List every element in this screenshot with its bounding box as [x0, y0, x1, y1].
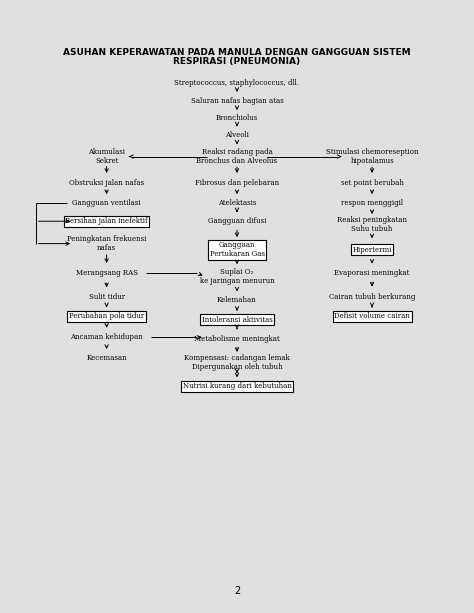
- Text: Fibrosus dan pelebaran: Fibrosus dan pelebaran: [195, 179, 279, 187]
- Text: Streptococcus, staphylococcus, dll.: Streptococcus, staphylococcus, dll.: [174, 79, 300, 87]
- Text: Defisit volume cairan: Defisit volume cairan: [334, 312, 410, 320]
- Text: Kompensasi: cadangan lemak
Dipergunakan oleh tubuh: Kompensasi: cadangan lemak Dipergunakan …: [184, 354, 290, 371]
- Text: Metabolisme meningkat: Metabolisme meningkat: [194, 335, 280, 343]
- Text: Nutrisi kurang dari kebutuhan: Nutrisi kurang dari kebutuhan: [182, 383, 292, 390]
- Text: Bersihan jalan inefektif: Bersihan jalan inefektif: [65, 217, 148, 225]
- Text: Kelemahan: Kelemahan: [217, 297, 257, 305]
- Text: Cairan tubuh berkurang: Cairan tubuh berkurang: [329, 293, 415, 301]
- Text: Gangguan
Pertukaran Gas: Gangguan Pertukaran Gas: [210, 241, 264, 258]
- Text: Kecemasan: Kecemasan: [86, 354, 127, 362]
- Text: Akumulasi
Sekret: Akumulasi Sekret: [88, 148, 125, 165]
- Text: Bronchiolus: Bronchiolus: [216, 114, 258, 122]
- Text: Gangguan difusi: Gangguan difusi: [208, 217, 266, 225]
- Text: Intoleransi aktivitas: Intoleransi aktivitas: [201, 316, 273, 324]
- Text: Evaporasi meningkat: Evaporasi meningkat: [334, 269, 410, 277]
- Text: Saluran nafas bagian atas: Saluran nafas bagian atas: [191, 97, 283, 105]
- Text: Hipertermi: Hipertermi: [352, 246, 392, 254]
- Text: respon menggigil: respon menggigil: [341, 199, 403, 207]
- Text: Sulit tidur: Sulit tidur: [89, 293, 125, 301]
- Text: Perubahan pola tidur: Perubahan pola tidur: [69, 312, 144, 320]
- Text: 2: 2: [234, 585, 240, 596]
- Text: Atelektasis: Atelektasis: [218, 199, 256, 207]
- Text: Gangguan ventilasi: Gangguan ventilasi: [73, 199, 141, 207]
- Text: Alveoli: Alveoli: [225, 131, 249, 139]
- Text: Peningkatan frekuensi
nafas: Peningkatan frekuensi nafas: [67, 235, 146, 252]
- Text: RESPIRASI (PNEUMONIA): RESPIRASI (PNEUMONIA): [173, 57, 301, 66]
- Text: Merangsang RAS: Merangsang RAS: [76, 269, 137, 277]
- Text: Stimulasi chemoreseption
hipotalamus: Stimulasi chemoreseption hipotalamus: [326, 148, 418, 165]
- Text: Obstruksi jalan nafas: Obstruksi jalan nafas: [69, 179, 144, 187]
- Text: ASUHAN KEPERAWATAN PADA MANULA DENGAN GANGGUAN SISTEM: ASUHAN KEPERAWATAN PADA MANULA DENGAN GA…: [63, 48, 411, 57]
- Text: Reaksi radang pada
Bronchus dan Alveolus: Reaksi radang pada Bronchus dan Alveolus: [197, 148, 277, 165]
- Text: Reaksi peningkatan
Suhu tubuh: Reaksi peningkatan Suhu tubuh: [337, 216, 407, 234]
- Text: Ancaman kehidupan: Ancaman kehidupan: [70, 333, 143, 341]
- Text: Suplai O₂
ke jaringan menurun: Suplai O₂ ke jaringan menurun: [200, 268, 274, 286]
- Text: set point berubah: set point berubah: [341, 179, 403, 187]
